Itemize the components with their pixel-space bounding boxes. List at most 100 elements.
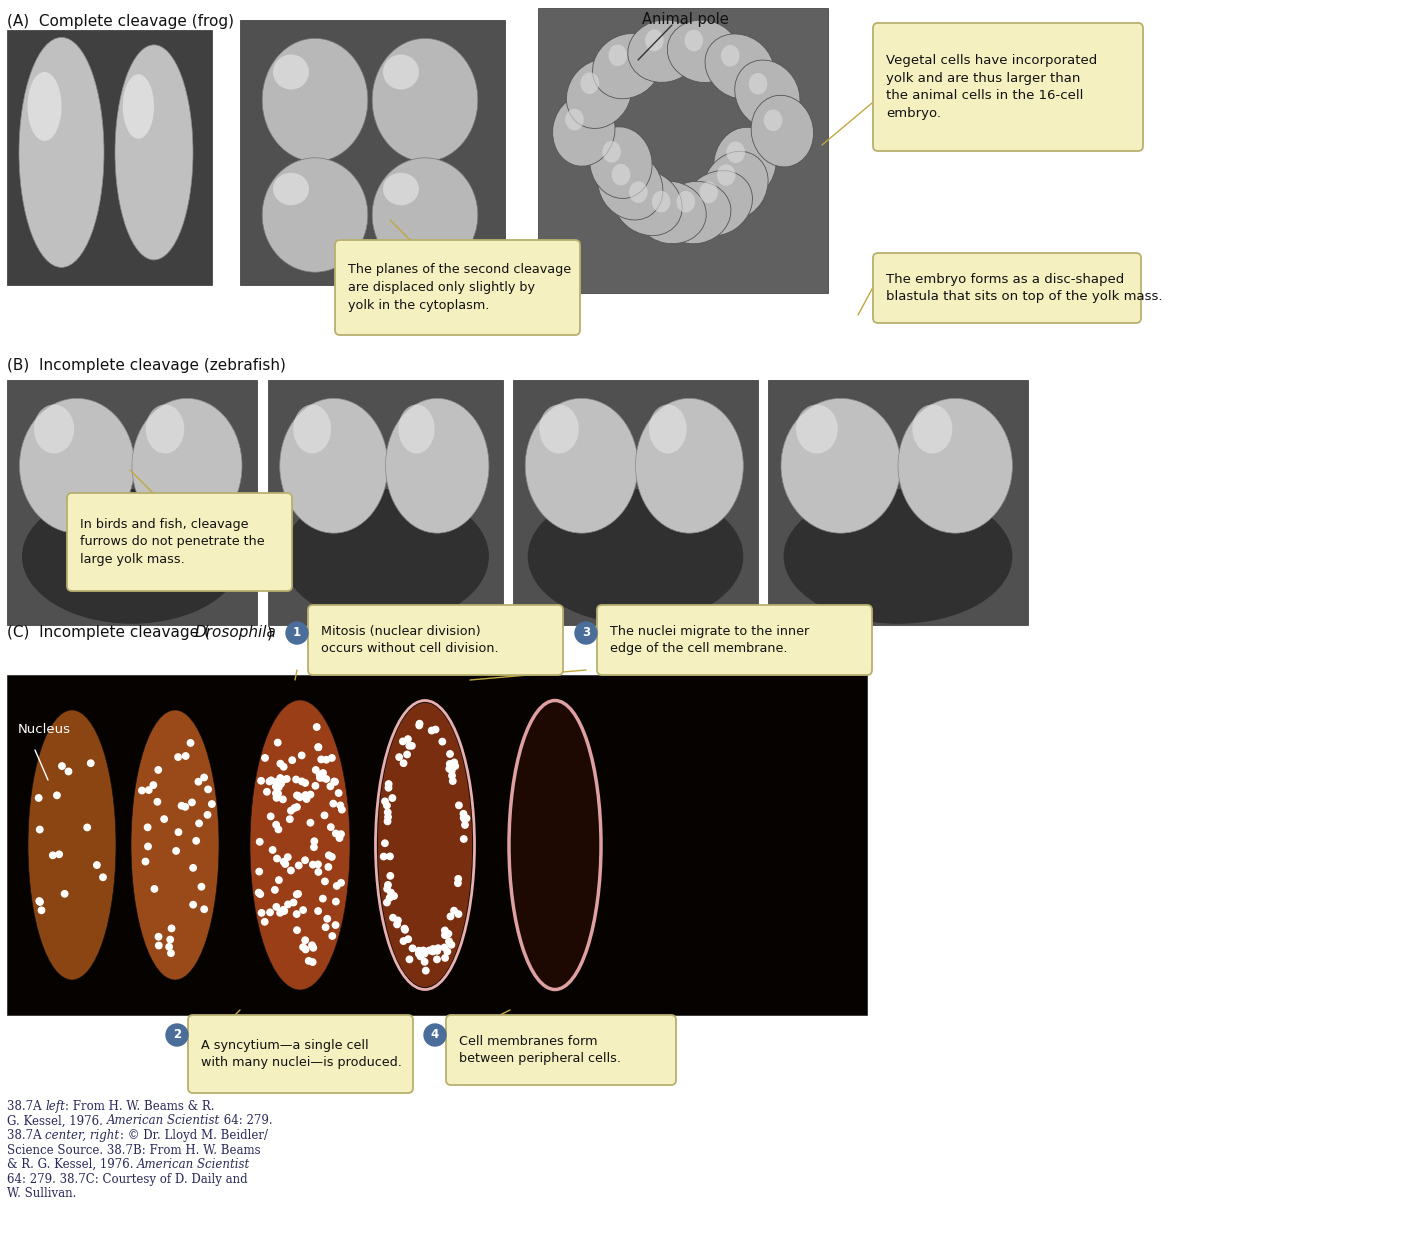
Circle shape [417, 953, 424, 960]
Ellipse shape [383, 55, 418, 89]
Circle shape [276, 784, 281, 790]
Circle shape [276, 778, 283, 784]
Circle shape [258, 909, 264, 916]
Circle shape [278, 908, 284, 916]
Circle shape [190, 902, 197, 908]
FancyBboxPatch shape [308, 605, 563, 675]
Circle shape [288, 757, 296, 763]
Circle shape [321, 878, 328, 885]
Circle shape [301, 937, 308, 943]
Circle shape [390, 914, 396, 921]
Text: Animal pole: Animal pole [641, 12, 728, 27]
Circle shape [150, 782, 157, 788]
Circle shape [300, 907, 307, 913]
Circle shape [298, 778, 306, 784]
Circle shape [387, 895, 393, 901]
FancyBboxPatch shape [188, 1015, 413, 1093]
Circle shape [267, 813, 274, 819]
Circle shape [404, 751, 410, 758]
Circle shape [423, 968, 428, 974]
Text: W. Sullivan.: W. Sullivan. [7, 1187, 76, 1201]
Ellipse shape [651, 191, 670, 213]
Circle shape [426, 948, 433, 954]
Circle shape [453, 763, 458, 769]
Circle shape [447, 751, 453, 757]
Circle shape [257, 891, 263, 897]
Circle shape [416, 950, 421, 957]
Circle shape [328, 755, 336, 761]
Circle shape [391, 893, 397, 900]
Circle shape [444, 948, 451, 955]
Ellipse shape [645, 30, 664, 51]
Text: Nucleus: Nucleus [19, 724, 71, 736]
Text: A syncytium—a single cell
with many nuclei—is produced.: A syncytium—a single cell with many nucl… [201, 1038, 401, 1069]
Circle shape [303, 947, 308, 953]
Circle shape [276, 826, 281, 833]
Circle shape [446, 938, 453, 944]
Ellipse shape [580, 72, 600, 94]
Circle shape [338, 831, 344, 838]
Ellipse shape [598, 151, 663, 221]
FancyBboxPatch shape [513, 380, 758, 624]
Circle shape [144, 824, 151, 830]
Circle shape [441, 927, 448, 934]
Ellipse shape [540, 404, 578, 453]
Circle shape [323, 776, 330, 782]
Circle shape [416, 722, 423, 729]
Ellipse shape [273, 172, 308, 206]
Circle shape [296, 862, 301, 869]
Circle shape [298, 752, 306, 758]
Circle shape [311, 844, 317, 850]
Circle shape [461, 836, 467, 843]
Circle shape [280, 859, 287, 865]
Ellipse shape [528, 489, 744, 623]
Circle shape [294, 891, 300, 897]
Circle shape [100, 873, 106, 881]
Ellipse shape [648, 404, 687, 453]
Circle shape [303, 792, 308, 798]
Circle shape [421, 959, 428, 965]
Circle shape [316, 908, 321, 914]
Circle shape [324, 916, 330, 922]
Text: ): ) [267, 624, 273, 641]
Circle shape [384, 814, 391, 820]
Circle shape [436, 945, 441, 952]
Text: 38.7A: 38.7A [7, 1129, 46, 1142]
Circle shape [454, 880, 461, 886]
Ellipse shape [684, 30, 703, 51]
Circle shape [270, 846, 276, 854]
Circle shape [176, 829, 181, 835]
Circle shape [261, 755, 268, 761]
Circle shape [406, 957, 413, 963]
Circle shape [424, 1023, 446, 1046]
Circle shape [36, 898, 43, 904]
Circle shape [277, 761, 284, 767]
Text: In birds and fish, cleavage
furrows do not penetrate the
large yolk mass.: In birds and fish, cleavage furrows do n… [80, 518, 264, 566]
Circle shape [303, 795, 310, 802]
Circle shape [330, 800, 337, 807]
Circle shape [156, 943, 161, 949]
Circle shape [320, 769, 326, 776]
FancyBboxPatch shape [873, 253, 1141, 323]
Circle shape [173, 847, 180, 854]
Circle shape [461, 817, 468, 823]
Circle shape [280, 797, 286, 803]
Ellipse shape [263, 38, 368, 161]
Circle shape [267, 909, 273, 916]
Text: The nuclei migrate to the inner
edge of the cell membrane.: The nuclei migrate to the inner edge of … [610, 624, 810, 655]
Circle shape [264, 788, 270, 795]
Ellipse shape [386, 399, 488, 533]
Circle shape [274, 790, 281, 797]
Circle shape [277, 774, 284, 782]
Ellipse shape [705, 33, 774, 99]
Circle shape [381, 798, 388, 804]
Ellipse shape [250, 700, 350, 990]
Circle shape [36, 794, 41, 802]
Ellipse shape [593, 33, 661, 99]
Circle shape [394, 917, 401, 923]
Circle shape [167, 950, 174, 957]
Ellipse shape [667, 20, 738, 83]
Circle shape [84, 824, 90, 830]
Ellipse shape [611, 164, 630, 186]
Ellipse shape [751, 95, 814, 167]
